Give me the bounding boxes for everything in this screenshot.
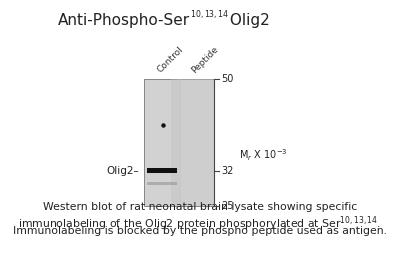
Text: $^{10,13,14}$: $^{10,13,14}$ (190, 11, 230, 21)
Text: Immunolabeling is blocked by the phospho peptide used as antigen.: Immunolabeling is blocked by the phospho… (13, 226, 387, 236)
Text: 25: 25 (221, 201, 234, 211)
Bar (179, 79, 214, 206)
Text: Western blot of rat neonatal brain lysate showing specific: Western blot of rat neonatal brain lysat… (43, 202, 357, 212)
Text: 32: 32 (221, 166, 233, 176)
Bar (170, 79, 181, 206)
Bar (147, 182, 177, 185)
Text: Olig2: Olig2 (225, 13, 270, 28)
Text: 50: 50 (221, 74, 233, 84)
Bar (147, 168, 177, 173)
Text: immunolabeling of the Olig2 protein phosphorylated at Ser$^{10,13,14}$.: immunolabeling of the Olig2 protein phos… (18, 214, 382, 233)
Text: Control: Control (155, 45, 185, 75)
Bar (144, 79, 214, 206)
Text: Olig2–: Olig2– (106, 166, 139, 176)
Text: Peptide: Peptide (190, 44, 220, 75)
Text: Anti-Phospho-Ser: Anti-Phospho-Ser (58, 13, 190, 28)
Text: M$_r$ X 10$^{-3}$: M$_r$ X 10$^{-3}$ (239, 148, 288, 163)
